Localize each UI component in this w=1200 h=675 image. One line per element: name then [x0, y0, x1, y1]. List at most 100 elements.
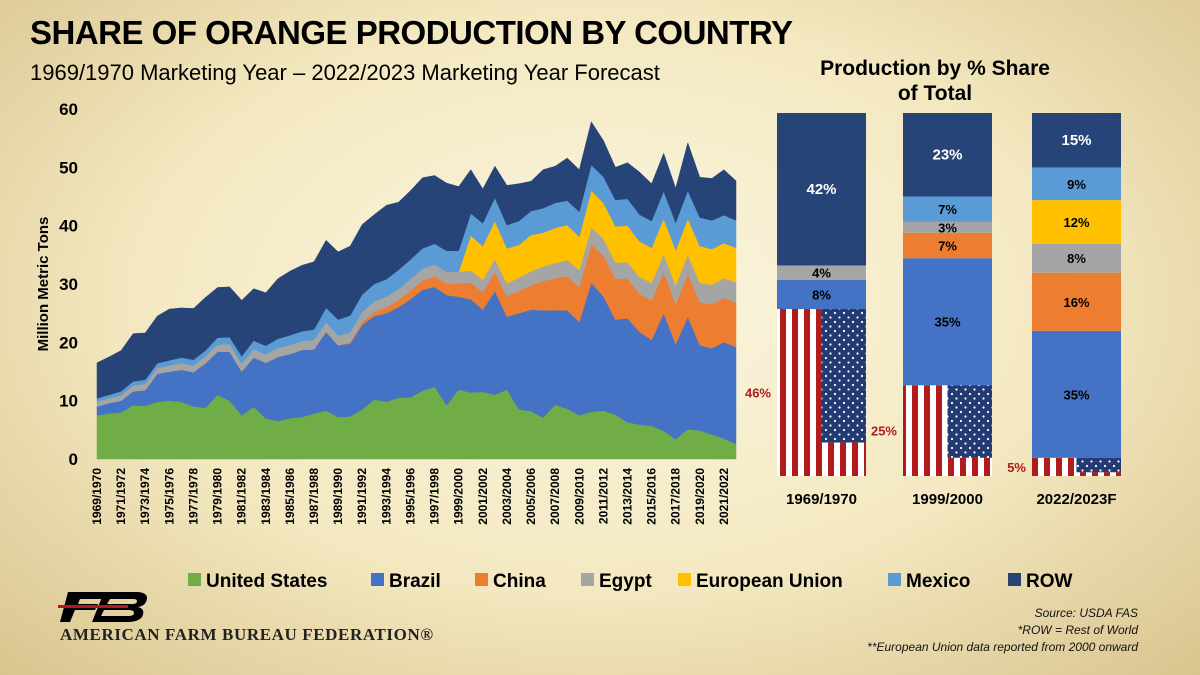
x-tick-label: 1973/1974	[138, 468, 152, 525]
bar-segment-united-states-stripes	[903, 385, 948, 476]
page-title: SHARE OF ORANGE PRODUCTION BY COUNTRY	[30, 14, 793, 51]
bar-title-line1: Production by % Share	[820, 57, 1050, 80]
x-tick-label: 2017/2018	[669, 468, 683, 525]
x-tick-label: 1987/1988	[307, 468, 321, 525]
y-tick-label: 20	[59, 333, 78, 352]
area-chart: 0 10 20 30 40 50 60 Million Metric Tons 1969/197…	[35, 100, 737, 525]
bar-data-label-united-states: 5%	[1007, 460, 1026, 475]
bar-data-label-brazil: 35%	[934, 315, 960, 330]
bar-segment-brazil	[777, 279, 866, 310]
x-tick-label: 1989/1990	[331, 468, 345, 525]
x-tick-label: 2005/2006	[524, 468, 538, 525]
source-note: Source: USDA FAS	[1034, 606, 1138, 620]
bar-segment-china	[903, 232, 992, 259]
x-tick-label: 1985/1986	[283, 468, 297, 525]
x-tick-label: 2013/2014	[621, 468, 635, 525]
x-tick-label: 1999/2000	[452, 468, 466, 525]
x-tick-label: 1997/1998	[428, 468, 442, 525]
bar-segment-united-states-lower-stripes	[947, 457, 992, 476]
bar-segment-china	[1032, 272, 1121, 331]
bar-segment-mexico	[1032, 167, 1121, 201]
x-tick-label: 1969/1970	[90, 468, 104, 525]
bar-segment-brazil	[903, 258, 992, 386]
y-tick-label: 0	[69, 450, 78, 469]
bar-data-label-united-states: 46%	[745, 386, 771, 401]
legend-label-row: ROW	[1026, 571, 1073, 592]
x-tick-label: 1983/1984	[259, 468, 273, 525]
bar-data-label-row: 42%	[806, 181, 836, 198]
bar-segment-brazil	[1032, 330, 1121, 458]
afbf-logo	[58, 592, 147, 622]
bar-segment-row	[777, 113, 866, 266]
bar-data-label-brazil: 35%	[1063, 387, 1089, 402]
y-axis-label: Million Metric Tons	[35, 217, 52, 352]
legend-label-european-union: European Union	[696, 571, 843, 592]
legend-swatch-egypt	[581, 573, 594, 586]
x-tick-label: 2019/2020	[693, 468, 707, 525]
x-tick-label: 2015/2016	[645, 468, 659, 525]
bar-segment-mexico	[903, 196, 992, 222]
legend-swatch-european-union	[678, 573, 691, 586]
x-tick-label: 1981/1982	[235, 468, 249, 525]
bar-data-label-brazil: 8%	[812, 288, 831, 303]
bar-segment-united-states-stripes	[777, 309, 822, 476]
bar-segment-united-states-stars	[947, 385, 992, 458]
legend: United States Brazil China Egypt European Un…	[188, 571, 1073, 592]
bar-data-label-united-states: 25%	[871, 424, 897, 439]
bar-data-label-china: 16%	[1063, 295, 1089, 310]
legend-label-mexico: Mexico	[906, 571, 970, 592]
legend-label-brazil: Brazil	[389, 571, 441, 592]
y-tick-label: 30	[59, 275, 78, 294]
legend-swatch-brazil	[371, 573, 384, 586]
bar-segment-united-states-lower-stripes	[1076, 472, 1121, 476]
bar-category-label: 1969/1970	[786, 491, 857, 508]
legend-label-china: China	[493, 571, 546, 592]
bar-segment-united-states-stars	[1076, 457, 1121, 473]
bar-data-label-row: 23%	[932, 147, 962, 164]
x-tick-label: 2009/2010	[572, 468, 586, 525]
bar-segment-row	[1032, 113, 1121, 168]
x-tick-label: 1995/1996	[404, 468, 418, 525]
x-tick-label: 2003/2004	[500, 468, 514, 525]
x-tick-label: 1971/1972	[114, 468, 128, 525]
bar-category-label: 1999/2000	[912, 491, 983, 508]
x-tick-label: 1975/1976	[162, 468, 176, 525]
bar-segment-egypt	[777, 265, 866, 280]
x-tick-label: 2011/2012	[596, 468, 610, 524]
y-tick-label: 40	[59, 217, 78, 236]
legend-label-egypt: Egypt	[599, 571, 652, 592]
bar-data-label-egypt: 4%	[812, 266, 831, 281]
bar-segment-united-states-stripes	[1032, 457, 1077, 476]
page-subtitle: 1969/1970 Marketing Year – 2022/2023 Mar…	[30, 60, 660, 85]
y-tick-label: 60	[59, 100, 78, 119]
bar-category-label: 2022/2023F	[1036, 491, 1116, 508]
bar-segment-row	[903, 113, 992, 197]
y-tick-label: 10	[59, 392, 78, 411]
bar-segment-united-states-lower-stripes	[821, 442, 866, 476]
eu-footnote: **European Union data reported from 2000…	[867, 640, 1138, 654]
legend-swatch-row	[1008, 573, 1021, 586]
bar-segment-united-states-stars	[821, 309, 866, 443]
row-footnote: *ROW = Rest of World	[1017, 623, 1138, 637]
bar-data-label-egypt: 8%	[1067, 251, 1086, 266]
bar-data-label-china: 7%	[938, 238, 957, 253]
x-tick-label: 2007/2008	[548, 468, 562, 525]
x-tick-label: 1993/1994	[379, 468, 393, 525]
x-tick-label: 1979/1980	[211, 468, 225, 525]
bar-data-label-mexico: 9%	[1067, 177, 1086, 192]
x-tick-label: 2021/2022	[717, 468, 731, 525]
org-name: AMERICAN FARM BUREAU FEDERATION®	[60, 625, 434, 644]
x-tick-label: 1977/1978	[187, 468, 201, 525]
bar-data-label-european-union: 12%	[1063, 215, 1089, 230]
x-tick-label: 2001/2002	[476, 468, 490, 525]
stacked-percent-bar-chart: 46% 8% 4% 42% 1969/1970 25% 35% 7% 3% 7% 23% 1999/2…	[745, 113, 1121, 508]
bar-chart-title: Production by % Share of Total	[790, 56, 1080, 106]
bar-data-label-row: 15%	[1061, 132, 1091, 149]
legend-label-united-states: United States	[206, 571, 327, 592]
legend-swatch-united-states	[188, 573, 201, 586]
bar-segment-egypt	[1032, 243, 1121, 273]
bar-data-label-mexico: 7%	[938, 202, 957, 217]
bar-segment-egypt	[903, 221, 992, 233]
legend-swatch-china	[475, 573, 488, 586]
